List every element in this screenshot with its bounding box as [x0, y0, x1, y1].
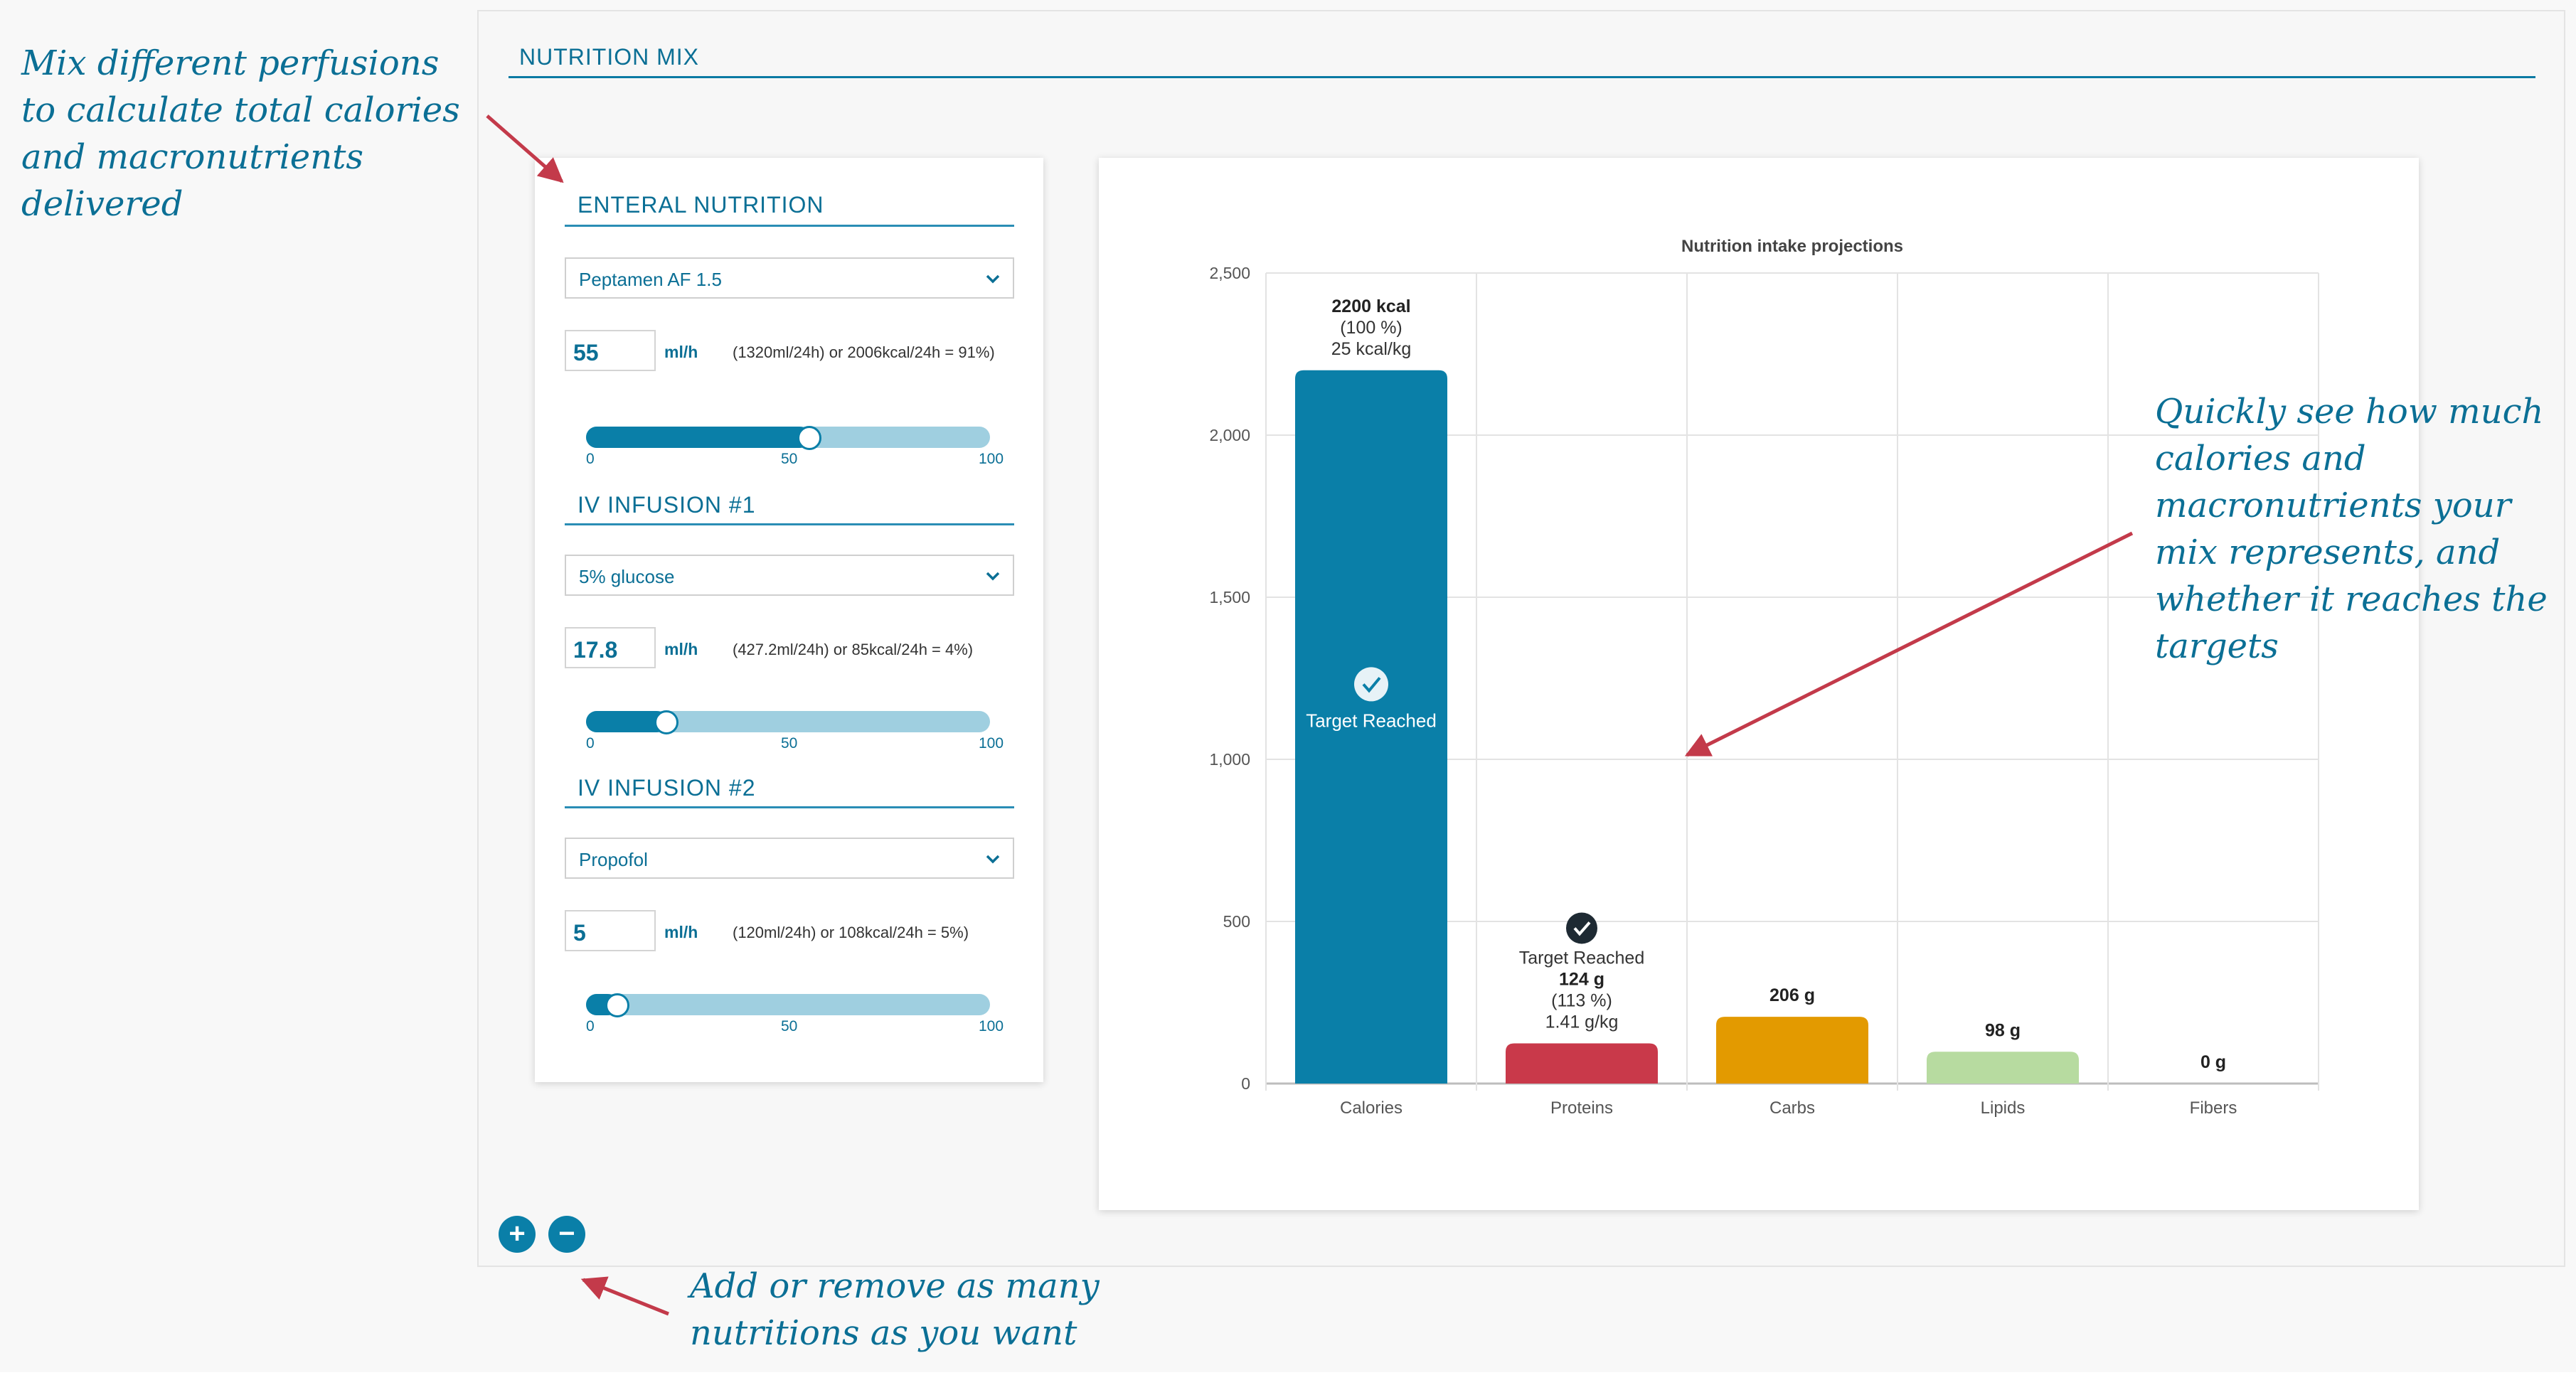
rate-row-iv2: 5 ml/h (120ml/24h) or 108kcal/24h = 5%): [565, 910, 1020, 953]
slider-thumb[interactable]: [797, 426, 821, 450]
chart-title: Nutrition intake projections: [1681, 237, 1903, 256]
target-reached-label: Target Reached: [1306, 710, 1437, 731]
bar-lipids: [1927, 1052, 2079, 1084]
x-tick-label: Proteins: [1550, 1098, 1613, 1118]
rate-input-iv2[interactable]: 5: [565, 910, 656, 951]
bar-value-label: 2200 kcal: [1331, 296, 1410, 316]
y-tick-label: 1,000: [1209, 750, 1250, 769]
product-select-iv1[interactable]: 5% glucose: [565, 555, 1014, 596]
section-title: NUTRITION MIX: [519, 44, 699, 70]
add-nutrition-button[interactable]: +: [499, 1216, 536, 1253]
rate-slider-iv1[interactable]: [586, 710, 990, 734]
chevron-down-icon: [986, 572, 1000, 581]
bar-value-label: 206 g: [1769, 985, 1815, 1005]
tick-label: 0: [586, 1018, 595, 1034]
product-select-enteral[interactable]: Peptamen AF 1.5: [565, 257, 1014, 299]
bar-calories: [1295, 370, 1447, 1084]
tick-label: 50: [781, 1018, 798, 1034]
block-divider: [565, 806, 1014, 808]
remove-nutrition-button[interactable]: −: [548, 1216, 585, 1253]
tick-label: 50: [781, 451, 798, 467]
annotation-chart: Quickly see how much calories and macron…: [2155, 392, 2548, 666]
x-tick-label: Fibers: [2190, 1098, 2237, 1118]
chevron-down-icon: [986, 274, 1000, 284]
slider-fill: [586, 711, 668, 732]
product-select-value: Propofol: [579, 849, 648, 870]
block-divider: [565, 225, 1014, 227]
rate-detail: (427.2ml/24h) or 85kcal/24h = 4%): [733, 641, 974, 658]
block-title-iv2: IV INFUSION #2: [578, 775, 756, 801]
rate-unit: ml/h: [664, 343, 698, 361]
slider-ticks: 0 50 100: [586, 1018, 1006, 1039]
rate-detail: (120ml/24h) or 108kcal/24h = 5%): [733, 924, 969, 941]
x-tick-label: Lipids: [1981, 1098, 2026, 1118]
y-tick-label: 500: [1223, 912, 1250, 931]
y-tick-label: 2,500: [1209, 264, 1250, 282]
rate-slider-enteral[interactable]: [586, 426, 990, 450]
tick-label: 50: [781, 735, 798, 752]
bar-proteins: [1506, 1043, 1658, 1084]
tick-label: 0: [586, 451, 595, 467]
rate-input-enteral[interactable]: 55: [565, 330, 656, 371]
slider-ticks: 0 50 100: [586, 451, 1006, 472]
bar-value-label: (100 %): [1340, 318, 1403, 338]
bar-value-label: 25 kcal/kg: [1331, 339, 1412, 359]
rate-unit: ml/h: [664, 640, 698, 658]
bar-value-label: 124 g: [1559, 969, 1604, 989]
section-divider: [509, 76, 2535, 78]
bar-value-label: Target Reached: [1519, 948, 1645, 968]
tick-label: 0: [586, 735, 595, 752]
rate-value: 17.8: [573, 637, 618, 663]
bar-value-label: 1.41 g/kg: [1545, 1012, 1619, 1032]
slider-ticks: 0 50 100: [586, 735, 1006, 756]
check-mark: [1362, 677, 1381, 693]
perfusion-controls-card: ENTERAL NUTRITION Peptamen AF 1.5 55 ml/…: [535, 158, 1043, 1082]
check-mark: [1573, 921, 1591, 936]
product-select-value: 5% glucose: [579, 566, 675, 587]
bar-value-label: (113 %): [1551, 990, 1612, 1010]
nutrition-chart: Nutrition intake projections 0 500 1,000 1,5…: [1209, 237, 2319, 1118]
rate-value: 5: [573, 920, 586, 946]
slider-thumb[interactable]: [605, 993, 629, 1017]
x-tick-label: Carbs: [1769, 1098, 1815, 1118]
rate-value: 55: [573, 340, 599, 365]
tick-label: 100: [979, 1018, 1004, 1034]
y-tick-label: 2,000: [1209, 426, 1250, 444]
minus-icon: −: [558, 1218, 575, 1249]
product-select-iv2[interactable]: Propofol: [565, 838, 1014, 879]
bar-value-label: 98 g: [1985, 1020, 2021, 1040]
check-circle-icon: [1354, 667, 1388, 702]
annotation-mix: Mix different perfusions to calculate to…: [21, 43, 460, 224]
rate-row-iv1: 17.8 ml/h (427.2ml/24h) or 85kcal/24h = …: [565, 627, 1020, 670]
rate-row-enteral: 55 ml/h (1320ml/24h) or 2006kcal/24h = 9…: [565, 330, 1020, 373]
block-title-enteral: ENTERAL NUTRITION: [578, 192, 824, 218]
check-circle-icon: [1566, 912, 1597, 944]
rate-slider-iv2[interactable]: [586, 993, 990, 1017]
annotation-add-remove: Add or remove as many nutritions as you …: [690, 1266, 1100, 1353]
plus-icon: +: [509, 1218, 526, 1249]
bar-value-label: 0 g: [2200, 1052, 2226, 1072]
x-tick-label: Calories: [1340, 1098, 1403, 1118]
rate-detail: (1320ml/24h) or 2006kcal/24h = 91%): [733, 343, 995, 361]
block-title-iv1: IV INFUSION #1: [578, 492, 756, 518]
slider-thumb[interactable]: [654, 710, 679, 734]
rate-input-iv1[interactable]: 17.8: [565, 627, 656, 668]
rate-unit: ml/h: [664, 923, 698, 941]
nutrition-chart-card: Nutrition intake projections 0 500 1,000 1,5…: [1099, 158, 2419, 1210]
bar-carbs: [1716, 1017, 1868, 1084]
slider-fill: [586, 427, 810, 448]
slider-track: [586, 994, 990, 1015]
y-tick-label: 0: [1241, 1074, 1250, 1093]
y-tick-label: 1,500: [1209, 588, 1250, 606]
tick-label: 100: [979, 735, 1004, 752]
chevron-down-icon: [986, 855, 1000, 864]
block-divider: [565, 523, 1014, 525]
product-select-value: Peptamen AF 1.5: [579, 269, 722, 290]
tick-label: 100: [979, 451, 1004, 467]
